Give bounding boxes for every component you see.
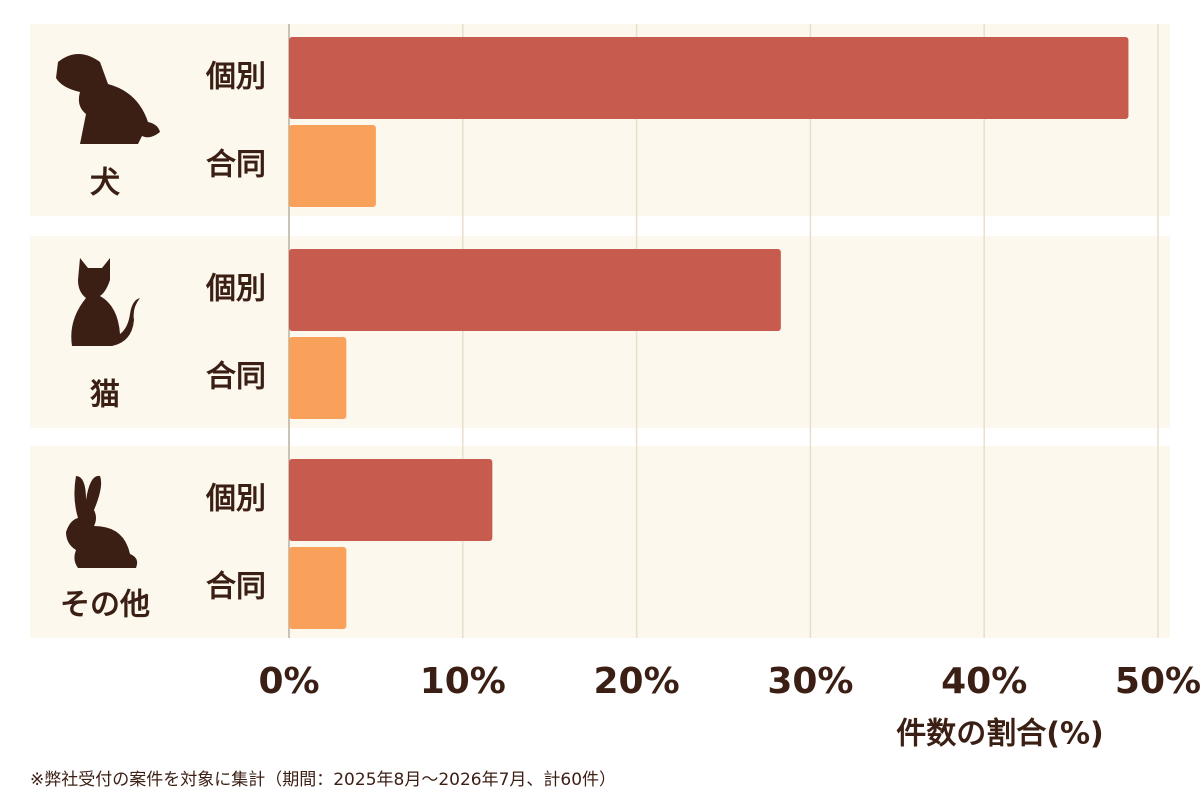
bar <box>289 37 1129 119</box>
icons <box>56 54 160 568</box>
rabbit-icon <box>66 475 138 568</box>
bar <box>289 249 781 331</box>
x-axis-title: 件数の割合(%) <box>896 717 1103 752</box>
x-tick-label: 30% <box>767 661 853 702</box>
panel <box>30 446 1170 638</box>
series-label: 合同 <box>206 148 266 183</box>
series-label: 個別 <box>205 272 266 307</box>
x-tick-label: 40% <box>941 661 1027 702</box>
category-label: 犬 <box>90 166 120 201</box>
series-label: 合同 <box>206 570 266 605</box>
bar <box>289 547 347 629</box>
bar <box>289 459 493 541</box>
series-label: 合同 <box>206 360 266 395</box>
x-tick-label: 0% <box>258 661 319 702</box>
bar <box>289 125 376 207</box>
footnote: ※弊社受付の案件を対象に集計（期間：2025年8月〜2026年7月、計60件） <box>30 770 616 790</box>
x-tick-label: 50% <box>1115 661 1200 702</box>
x-tick-label: 10% <box>420 661 506 702</box>
category-label: 猫 <box>90 378 120 413</box>
bar <box>289 337 347 419</box>
series-label: 個別 <box>205 482 266 517</box>
x-tick-label: 20% <box>594 661 680 702</box>
category-label: その他 <box>60 588 150 623</box>
cat-icon <box>71 258 140 346</box>
series-label: 個別 <box>205 60 266 95</box>
dog-icon <box>56 54 160 144</box>
